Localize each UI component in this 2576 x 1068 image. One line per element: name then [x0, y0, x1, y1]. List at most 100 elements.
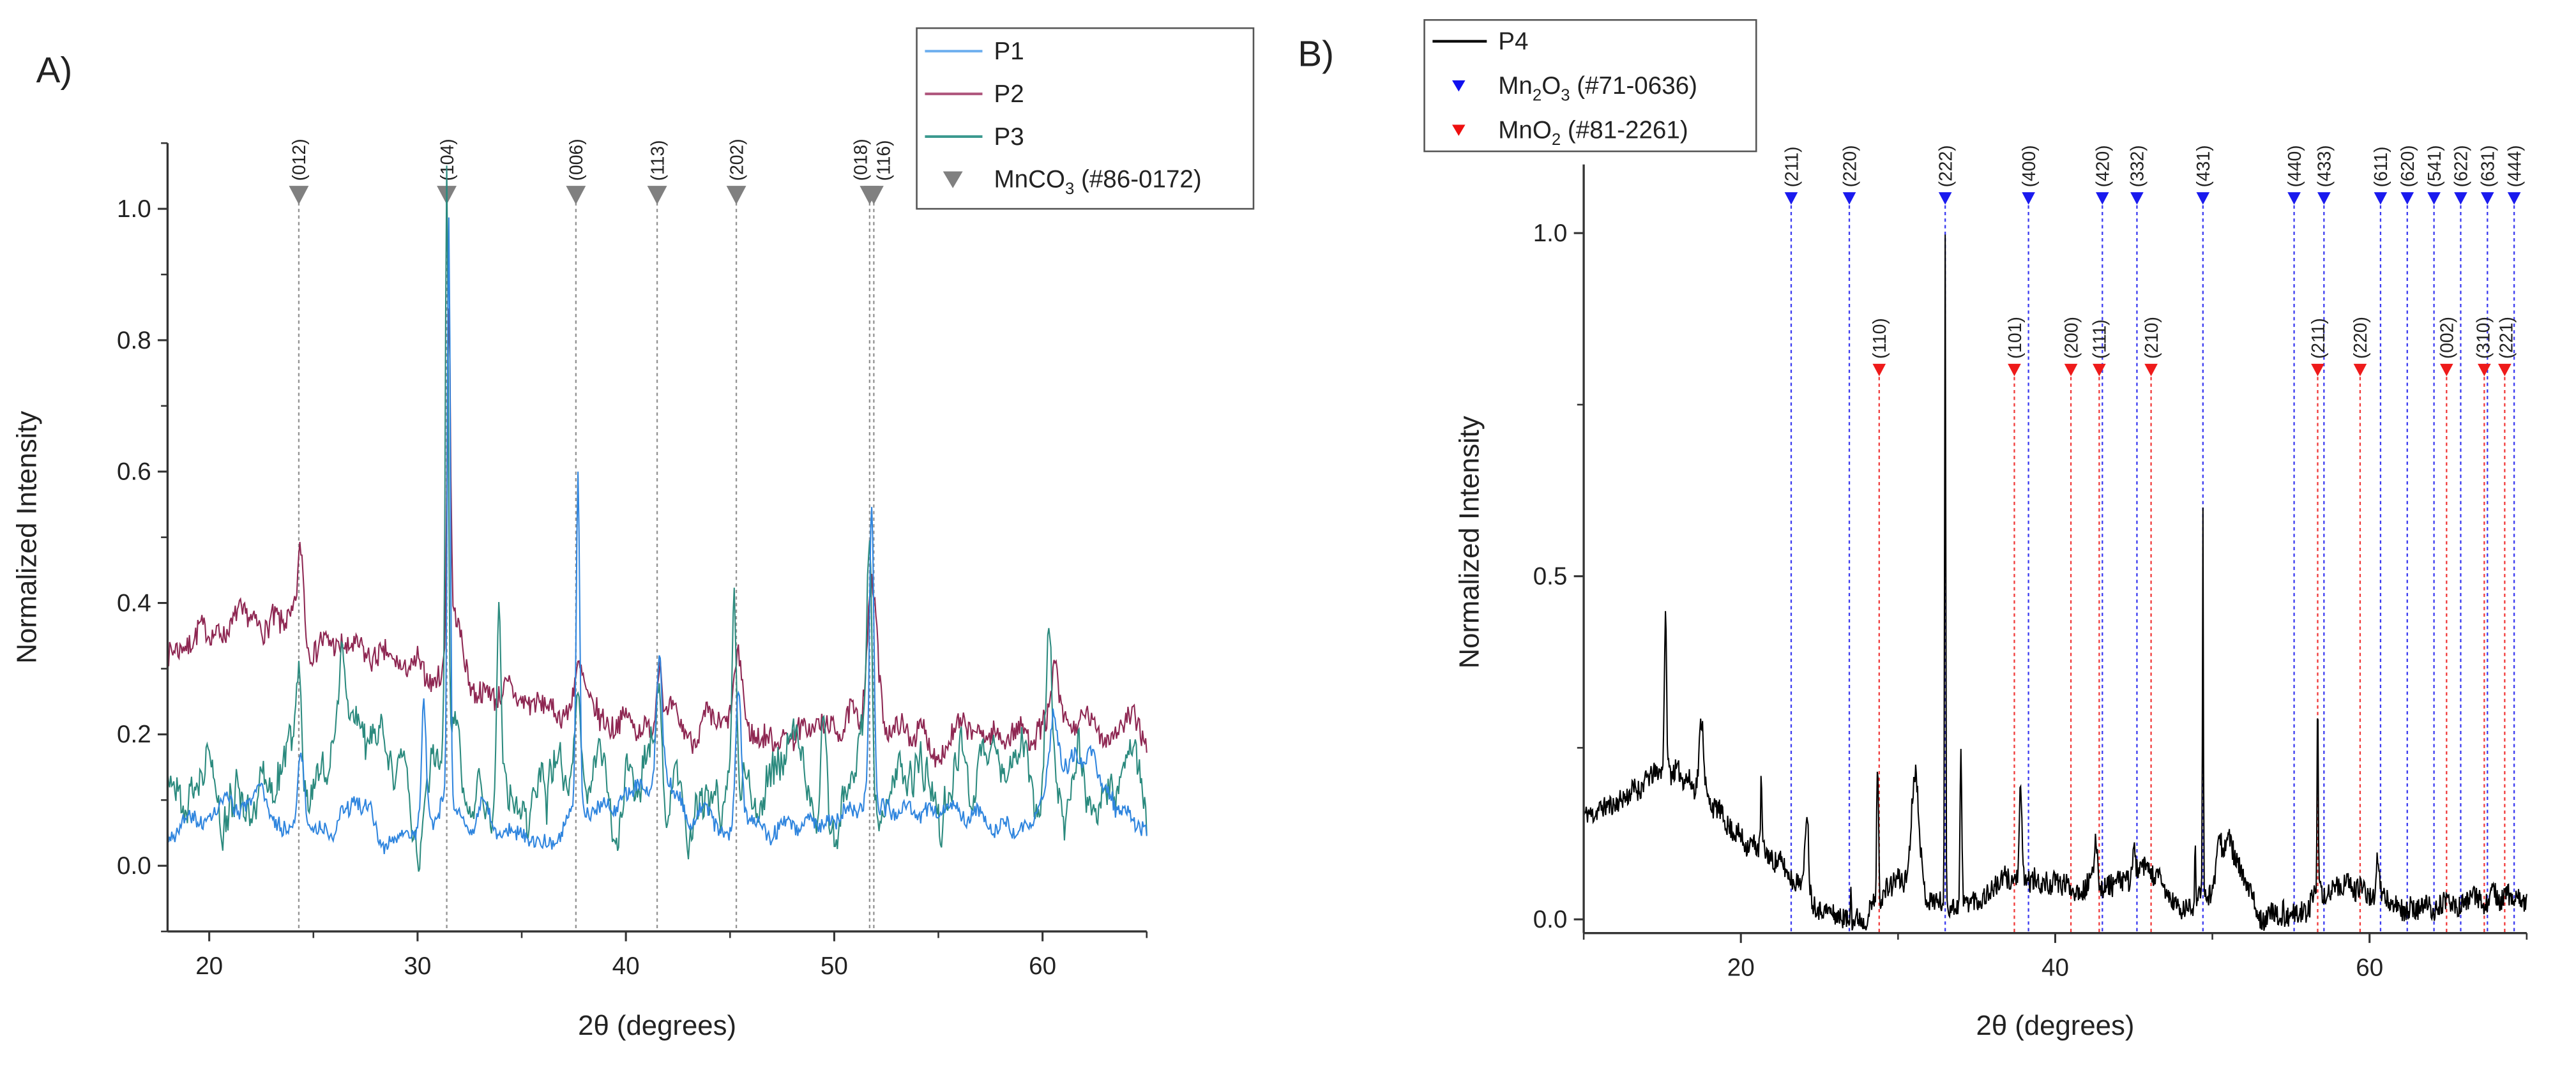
hkl-label: (310) — [2473, 317, 2494, 359]
reference-marker-triangle — [2287, 192, 2301, 205]
legend-text: P4 — [1498, 28, 1528, 56]
reference-marker-triangle — [2478, 363, 2491, 377]
reference-marker-triangle — [2064, 363, 2078, 377]
hkl-label: (631) — [2478, 145, 2498, 187]
reference-marker-triangle — [1938, 192, 1952, 205]
x-tick-label: 50 — [821, 952, 848, 980]
x-tick-label: 60 — [1029, 952, 1056, 980]
hkl-label: (012) — [289, 139, 309, 181]
series-line-p4 — [1583, 234, 2527, 931]
hkl-label: (611) — [2370, 146, 2391, 187]
hkl-label: (101) — [2004, 317, 2025, 359]
x-tick-label: 40 — [612, 952, 640, 980]
x-tick-label: 20 — [195, 952, 223, 980]
y-tick-label: 1.0 — [117, 195, 151, 223]
hkl-label: (620) — [2397, 145, 2418, 187]
reference-marker-triangle — [2311, 363, 2324, 377]
legend-entry-label: MnO2 (#81-2261) — [1498, 116, 1688, 148]
y-tick-label: 0.8 — [117, 327, 151, 354]
legend-entry-label: MnCO3 (#86-0172) — [994, 166, 1201, 198]
panel-a-chart: A) 2θ (degrees) Normalized Intensity (01… — [11, 27, 1255, 1041]
legend-text: (#71-0636) — [1570, 72, 1697, 100]
subscript: 3 — [1065, 180, 1074, 198]
reference-marker-triangle — [1784, 192, 1798, 205]
hkl-label: (220) — [1839, 145, 1860, 187]
legend-box — [916, 27, 1255, 210]
legend-text: Mn — [1498, 72, 1533, 100]
legend-text: (#86-0172) — [1074, 166, 1201, 193]
series-line-p1 — [167, 217, 1148, 854]
reference-marker-triangle — [2454, 192, 2467, 205]
hkl-label: (400) — [2019, 145, 2039, 187]
legend-entry-label: P1 — [994, 38, 1024, 65]
subscript: 3 — [1561, 86, 1570, 104]
subscript: 2 — [1533, 86, 1542, 104]
reference-marker-triangle — [726, 186, 746, 205]
reference-marker-triangle — [2498, 363, 2512, 377]
reference-marker-triangle — [2440, 363, 2453, 377]
y-tick-label: 0.0 — [1533, 906, 1568, 933]
reference-marker-triangle — [2095, 192, 2109, 205]
panel-b-ylabel: Normalized Intensity — [1453, 416, 1485, 668]
y-tick-label: 0.2 — [117, 721, 151, 748]
legend-text: (#81-2261) — [1561, 116, 1688, 144]
panel-b-chart: B) 2θ (degrees) Normalized Intensity (21… — [1298, 19, 2528, 1041]
hkl-label: (420) — [2093, 145, 2113, 187]
legend-text: MnCO — [994, 166, 1064, 193]
hkl-label: (440) — [2284, 145, 2305, 187]
legend-text: MnO — [1498, 116, 1552, 144]
hkl-label: (210) — [2141, 317, 2162, 359]
legend-entry-label: P3 — [994, 123, 1024, 151]
reference-marker-triangle — [2353, 363, 2367, 377]
legend-entry-label: P2 — [994, 80, 1024, 108]
reference-marker-triangle — [2144, 363, 2158, 377]
hkl-label: (332) — [2127, 145, 2148, 187]
reference-marker-triangle — [863, 186, 884, 205]
hkl-label: (116) — [873, 140, 893, 181]
reference-marker-triangle — [647, 186, 667, 205]
hkl-label: (444) — [2504, 145, 2524, 187]
x-tick-label: 20 — [1727, 954, 1755, 982]
legend-entry-label: P4 — [1498, 28, 1528, 56]
panel-b-label: B) — [1298, 33, 1334, 73]
reference-marker-triangle — [289, 186, 309, 205]
reference-marker-triangle — [2427, 192, 2441, 205]
hkl-label: (002) — [2437, 317, 2457, 359]
legend-triangle-swatch — [943, 171, 963, 188]
reference-marker-triangle — [2317, 192, 2331, 205]
y-tick-label: 0.4 — [117, 589, 151, 617]
reference-marker-triangle — [2507, 192, 2521, 205]
reference-marker-triangle — [2400, 192, 2414, 205]
hkl-label: (431) — [2193, 145, 2213, 187]
legend-text: P2 — [994, 80, 1024, 108]
hkl-label: (222) — [1935, 145, 1955, 187]
reference-marker-triangle — [2130, 192, 2144, 205]
hkl-label: (433) — [2314, 145, 2335, 187]
panel-a-xlabel: 2θ (degrees) — [578, 1010, 736, 1041]
x-tick-label: 40 — [2042, 954, 2069, 982]
hkl-label: (221) — [2496, 317, 2517, 359]
reference-marker-triangle — [1872, 363, 1886, 377]
hkl-label: (211) — [2308, 318, 2328, 359]
reference-marker-triangle — [1842, 192, 1856, 205]
legend-entry-label: Mn2O3 (#71-0636) — [1498, 72, 1697, 104]
reference-marker-triangle — [2196, 192, 2210, 205]
subscript: 2 — [1552, 131, 1561, 149]
hkl-label: (211) — [1781, 146, 1801, 187]
y-tick-label: 0.6 — [117, 458, 151, 486]
reference-marker-triangle — [2480, 192, 2494, 205]
hkl-label: (018) — [850, 139, 870, 181]
panel-a-ylabel: Normalized Intensity — [11, 410, 43, 663]
legend-text: P3 — [994, 123, 1024, 151]
hkl-label: (200) — [2061, 317, 2081, 359]
hkl-label: (622) — [2451, 145, 2471, 187]
reference-marker-triangle — [2093, 363, 2106, 377]
legend-triangle-swatch — [1452, 80, 1466, 92]
panel-b-xlabel: 2θ (degrees) — [1976, 1010, 2135, 1041]
legend-triangle-swatch — [1452, 124, 1466, 136]
reference-marker-triangle — [2022, 192, 2035, 205]
hkl-label: (220) — [2350, 317, 2370, 359]
y-tick-label: 0.5 — [1533, 563, 1568, 590]
reference-marker-triangle — [566, 186, 586, 205]
